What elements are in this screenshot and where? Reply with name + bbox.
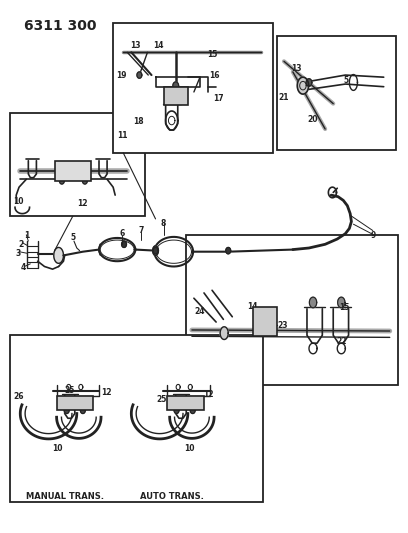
Polygon shape <box>82 177 87 184</box>
Polygon shape <box>137 72 142 78</box>
Text: 10: 10 <box>13 198 24 206</box>
Text: 23: 23 <box>277 321 288 330</box>
Text: 4: 4 <box>20 263 26 272</box>
Bar <box>164 87 188 105</box>
Text: 14: 14 <box>247 302 258 311</box>
Bar <box>10 335 263 502</box>
Text: 17: 17 <box>213 94 224 103</box>
Polygon shape <box>309 297 317 308</box>
Bar <box>253 307 277 336</box>
Text: 21: 21 <box>279 93 289 102</box>
Text: 10: 10 <box>53 445 63 454</box>
Polygon shape <box>54 247 64 263</box>
Text: 6311 300: 6311 300 <box>24 19 97 33</box>
Bar <box>186 235 398 385</box>
Polygon shape <box>174 407 179 414</box>
Bar <box>277 36 396 150</box>
Text: 3: 3 <box>16 249 21 258</box>
Text: MANUAL TRANS.: MANUAL TRANS. <box>26 492 104 501</box>
Text: 16: 16 <box>209 70 220 79</box>
Text: 1: 1 <box>24 231 29 240</box>
Text: 7: 7 <box>139 226 144 235</box>
Text: 24: 24 <box>194 307 204 316</box>
Text: 11: 11 <box>117 131 128 140</box>
Text: AUTO TRANS.: AUTO TRANS. <box>140 492 204 501</box>
Text: 22: 22 <box>336 337 346 346</box>
Bar <box>57 395 93 410</box>
Polygon shape <box>80 407 85 414</box>
Polygon shape <box>220 327 228 340</box>
Polygon shape <box>60 177 64 184</box>
Text: 2: 2 <box>19 240 24 249</box>
Text: 15: 15 <box>207 51 217 60</box>
Text: 13: 13 <box>292 63 302 72</box>
Polygon shape <box>306 79 312 86</box>
Text: 14: 14 <box>153 41 164 50</box>
Text: 9: 9 <box>371 231 376 240</box>
Polygon shape <box>226 247 231 254</box>
Bar <box>113 23 273 153</box>
Text: 5: 5 <box>70 233 75 242</box>
Bar <box>10 113 145 216</box>
Text: 20: 20 <box>308 115 318 124</box>
Text: 25: 25 <box>156 395 167 404</box>
Text: 12: 12 <box>203 390 213 399</box>
Bar <box>167 395 204 410</box>
Polygon shape <box>173 82 179 90</box>
Polygon shape <box>122 241 126 247</box>
Text: 25: 25 <box>65 386 75 395</box>
Text: 12: 12 <box>77 198 87 207</box>
Text: 26: 26 <box>14 392 24 401</box>
Polygon shape <box>64 407 69 414</box>
Text: 12: 12 <box>101 388 111 397</box>
Text: 6: 6 <box>120 229 125 238</box>
Text: 13: 13 <box>130 41 141 50</box>
Text: 10: 10 <box>184 445 195 454</box>
Polygon shape <box>297 77 308 94</box>
Polygon shape <box>338 297 345 308</box>
Text: 18: 18 <box>133 117 144 126</box>
Text: 8: 8 <box>160 219 166 228</box>
Polygon shape <box>153 246 158 255</box>
Text: 19: 19 <box>116 70 126 79</box>
Polygon shape <box>190 407 195 414</box>
Text: 15: 15 <box>339 303 350 312</box>
Bar <box>55 161 91 181</box>
Text: 5: 5 <box>344 76 349 85</box>
Polygon shape <box>153 247 158 254</box>
